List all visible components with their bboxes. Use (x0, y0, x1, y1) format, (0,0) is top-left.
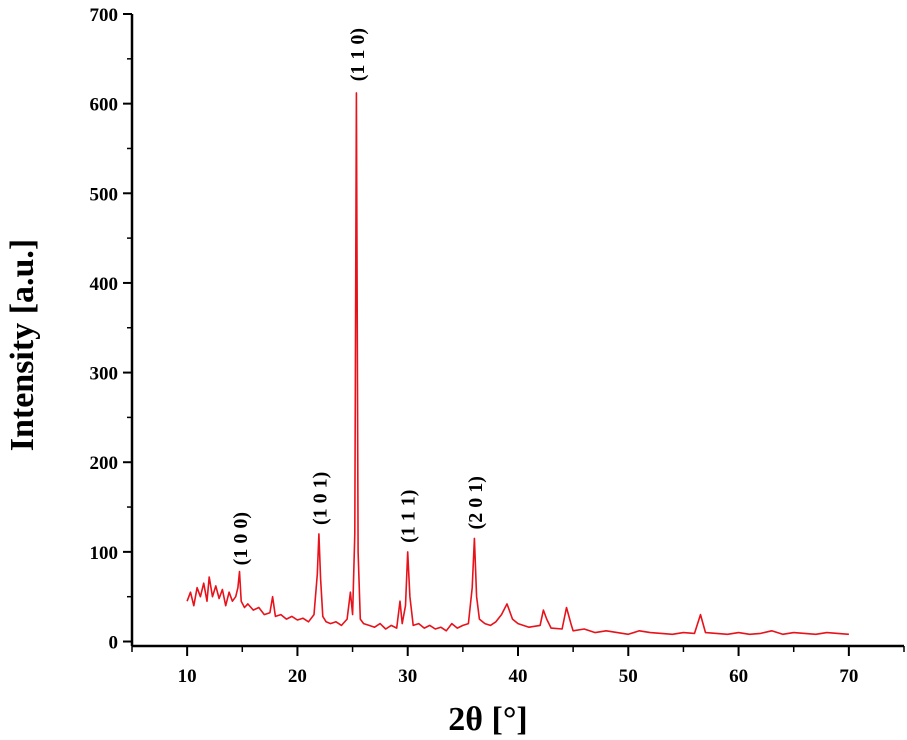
x-tick-label: 40 (509, 666, 528, 687)
y-axis-title: Intensity [a.u.] (4, 239, 41, 452)
peak-label: (1 0 1) (309, 472, 331, 525)
x-tick-label: 70 (839, 666, 858, 687)
y-tick-label: 700 (90, 5, 119, 26)
x-axis-ticks: 10 20 30 40 50 60 70 (131, 646, 905, 687)
y-tick-label: 400 (90, 274, 119, 295)
x-tick-label: 20 (288, 666, 307, 687)
peak-label: (2 0 1) (465, 476, 487, 529)
peak-label: (1 1 0) (347, 28, 369, 81)
diffraction-pattern-line (186, 92, 849, 636)
x-tick-label: 60 (729, 666, 748, 687)
y-tick-label: 500 (90, 184, 119, 205)
x-tick-label: 50 (619, 666, 638, 687)
x-axis-title: 2θ [°] (448, 701, 528, 738)
y-tick-label: 300 (90, 364, 119, 385)
y-tick-label: 600 (90, 95, 119, 116)
x-tick-label: 30 (398, 666, 417, 687)
peak-annotations: (1 0 0) (1 0 1) (1 1 0) (1 1 1) (2 0 1) (230, 28, 487, 565)
y-tick-label: 0 (109, 633, 119, 654)
y-tick-label: 100 (90, 543, 119, 564)
y-tick-label: 200 (90, 453, 119, 474)
series-layer (186, 92, 849, 636)
x-tick-label: 10 (178, 666, 197, 687)
peak-label: (1 1 1) (398, 490, 420, 543)
y-axis-ticks: 0 100 200 300 400 500 600 700 (90, 5, 132, 654)
peak-label: (1 0 0) (230, 512, 252, 565)
